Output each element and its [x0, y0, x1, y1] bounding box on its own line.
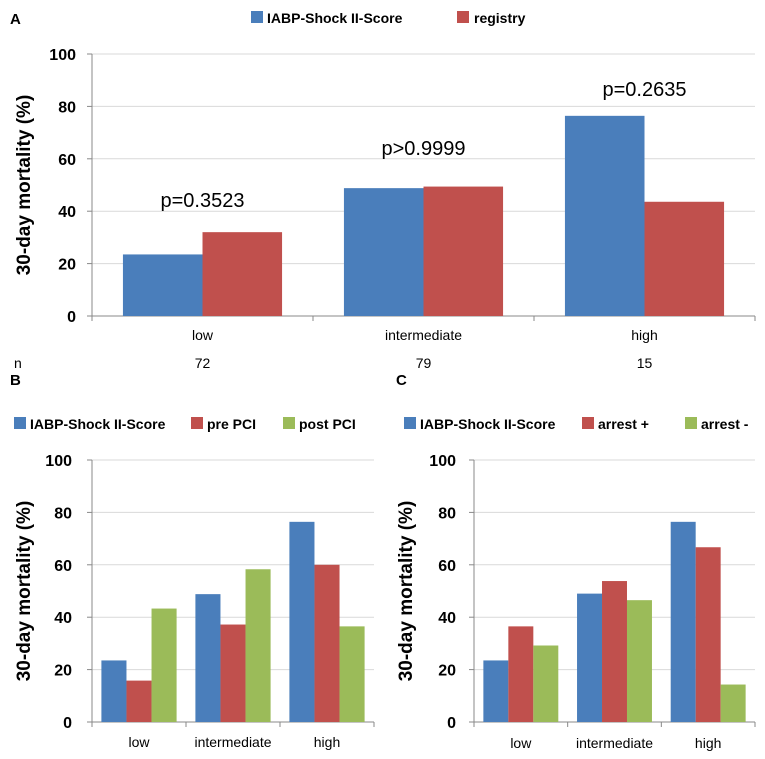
y-tick-label: 20	[58, 257, 76, 274]
n-value: 79	[416, 355, 432, 371]
bar-high-post-pci	[339, 626, 365, 722]
n-value: 72	[195, 355, 211, 371]
legend-label: IABP-Shock II-Score	[420, 416, 556, 432]
bar-high-pre-pci	[314, 564, 340, 722]
p-value-annotation: p>0.9999	[382, 138, 466, 160]
y-axis-title: 30-day mortality (%)	[396, 501, 417, 682]
legend-swatch	[404, 417, 416, 429]
p-value-annotation: p=0.2635	[603, 79, 687, 101]
legend-label: arrest -	[701, 416, 749, 432]
legend-swatch	[582, 417, 594, 429]
bar-intermediate-iabp-shock-ii-score	[577, 593, 603, 722]
y-tick-label: 60	[54, 558, 72, 575]
y-tick-label: 40	[58, 204, 76, 221]
bar-intermediate-iabp-shock-ii-score	[343, 188, 424, 316]
legend-swatch	[457, 11, 469, 23]
legend: IABP-Shock II-Score pre PCI post PCI	[14, 416, 356, 432]
x-tick-label-intermediate: intermediate	[385, 327, 462, 343]
y-tick-label: 80	[54, 505, 72, 522]
n-label: n	[14, 355, 22, 371]
legend: IABP-Shock II-Score registry	[251, 10, 526, 26]
legend: IABP-Shock II-Score arrest + arrest -	[404, 416, 749, 432]
y-tick-label: 100	[429, 453, 456, 470]
x-tick-label-intermediate: intermediate	[576, 735, 653, 751]
bar-low-post-pci	[151, 608, 177, 722]
y-tick-label: 80	[58, 99, 76, 116]
bar-low-registry	[202, 232, 283, 316]
x-tick-label-high: high	[695, 735, 721, 751]
y-tick-label: 60	[58, 152, 76, 169]
panel-a: A 0 20 40 60 80 100 30-day mortality (%) low p=0.…	[10, 10, 756, 371]
y-tick-label: 100	[49, 47, 76, 64]
panel-letter-a: A	[10, 11, 21, 28]
bar-intermediate-arrest-	[602, 581, 627, 722]
bar-intermediate-registry	[423, 186, 504, 316]
bar-low-iabp-shock-ii-score	[483, 660, 509, 722]
y-tick-label: 20	[438, 663, 456, 680]
panel-c: C 0 20 40 60 80 100 30-day mortality (%) low inte…	[396, 372, 756, 751]
y-tick-label: 0	[67, 309, 76, 326]
legend-label: registry	[474, 10, 526, 26]
legend-label: arrest +	[598, 416, 649, 432]
bar-high-iabp-shock-ii-score	[564, 115, 645, 316]
legend-label: IABP-Shock II-Score	[30, 416, 166, 432]
bar-low-arrest-	[533, 645, 559, 722]
y-tick-label: 0	[63, 715, 72, 732]
bar-high-iabp-shock-ii-score	[670, 521, 696, 722]
y-tick-label: 40	[54, 610, 72, 627]
bar-high-iabp-shock-ii-score	[289, 521, 315, 722]
x-tick-label-low: low	[510, 735, 532, 751]
x-tick-label-high: high	[631, 327, 657, 343]
bar-intermediate-iabp-shock-ii-score	[195, 594, 221, 722]
bar-intermediate-post-pci	[245, 569, 271, 722]
x-tick-label-intermediate: intermediate	[194, 734, 271, 750]
legend-label: pre PCI	[207, 416, 256, 432]
bar-high-registry	[644, 201, 725, 316]
bar-intermediate-arrest-	[626, 600, 652, 722]
legend-swatch	[251, 11, 263, 23]
x-tick-label-high: high	[314, 734, 340, 750]
legend-swatch	[685, 417, 697, 429]
legend-swatch	[283, 417, 295, 429]
legend-label: post PCI	[299, 416, 356, 432]
y-tick-label: 20	[54, 663, 72, 680]
y-axis-title: 30-day mortality (%)	[14, 95, 35, 276]
legend-swatch	[191, 417, 203, 429]
bar-low-arrest-	[508, 626, 534, 722]
panel-b: B 0 20 40 60 80 100 30-day mortality (%) low inte…	[10, 372, 375, 750]
legend-label: IABP-Shock II-Score	[267, 10, 403, 26]
y-tick-label: 60	[438, 558, 456, 575]
legend-swatch	[14, 417, 26, 429]
y-tick-label: 40	[438, 610, 456, 627]
y-tick-label: 0	[447, 715, 456, 732]
p-value-annotation: p=0.3523	[161, 190, 245, 212]
panel-letter-b: B	[10, 372, 21, 389]
x-tick-label-low: low	[192, 327, 214, 343]
bar-high-arrest-	[720, 684, 746, 722]
n-value: 15	[637, 355, 653, 371]
y-tick-label: 100	[45, 453, 72, 470]
bar-high-arrest-	[695, 547, 721, 722]
panel-letter-c: C	[396, 372, 407, 389]
x-tick-label-low: low	[128, 734, 150, 750]
y-axis-title: 30-day mortality (%)	[14, 501, 35, 682]
y-tick-label: 80	[438, 505, 456, 522]
bar-low-pre-pci	[126, 680, 152, 722]
bar-low-iabp-shock-ii-score	[122, 254, 203, 316]
bar-intermediate-pre-pci	[220, 624, 246, 722]
bar-low-iabp-shock-ii-score	[101, 660, 127, 722]
